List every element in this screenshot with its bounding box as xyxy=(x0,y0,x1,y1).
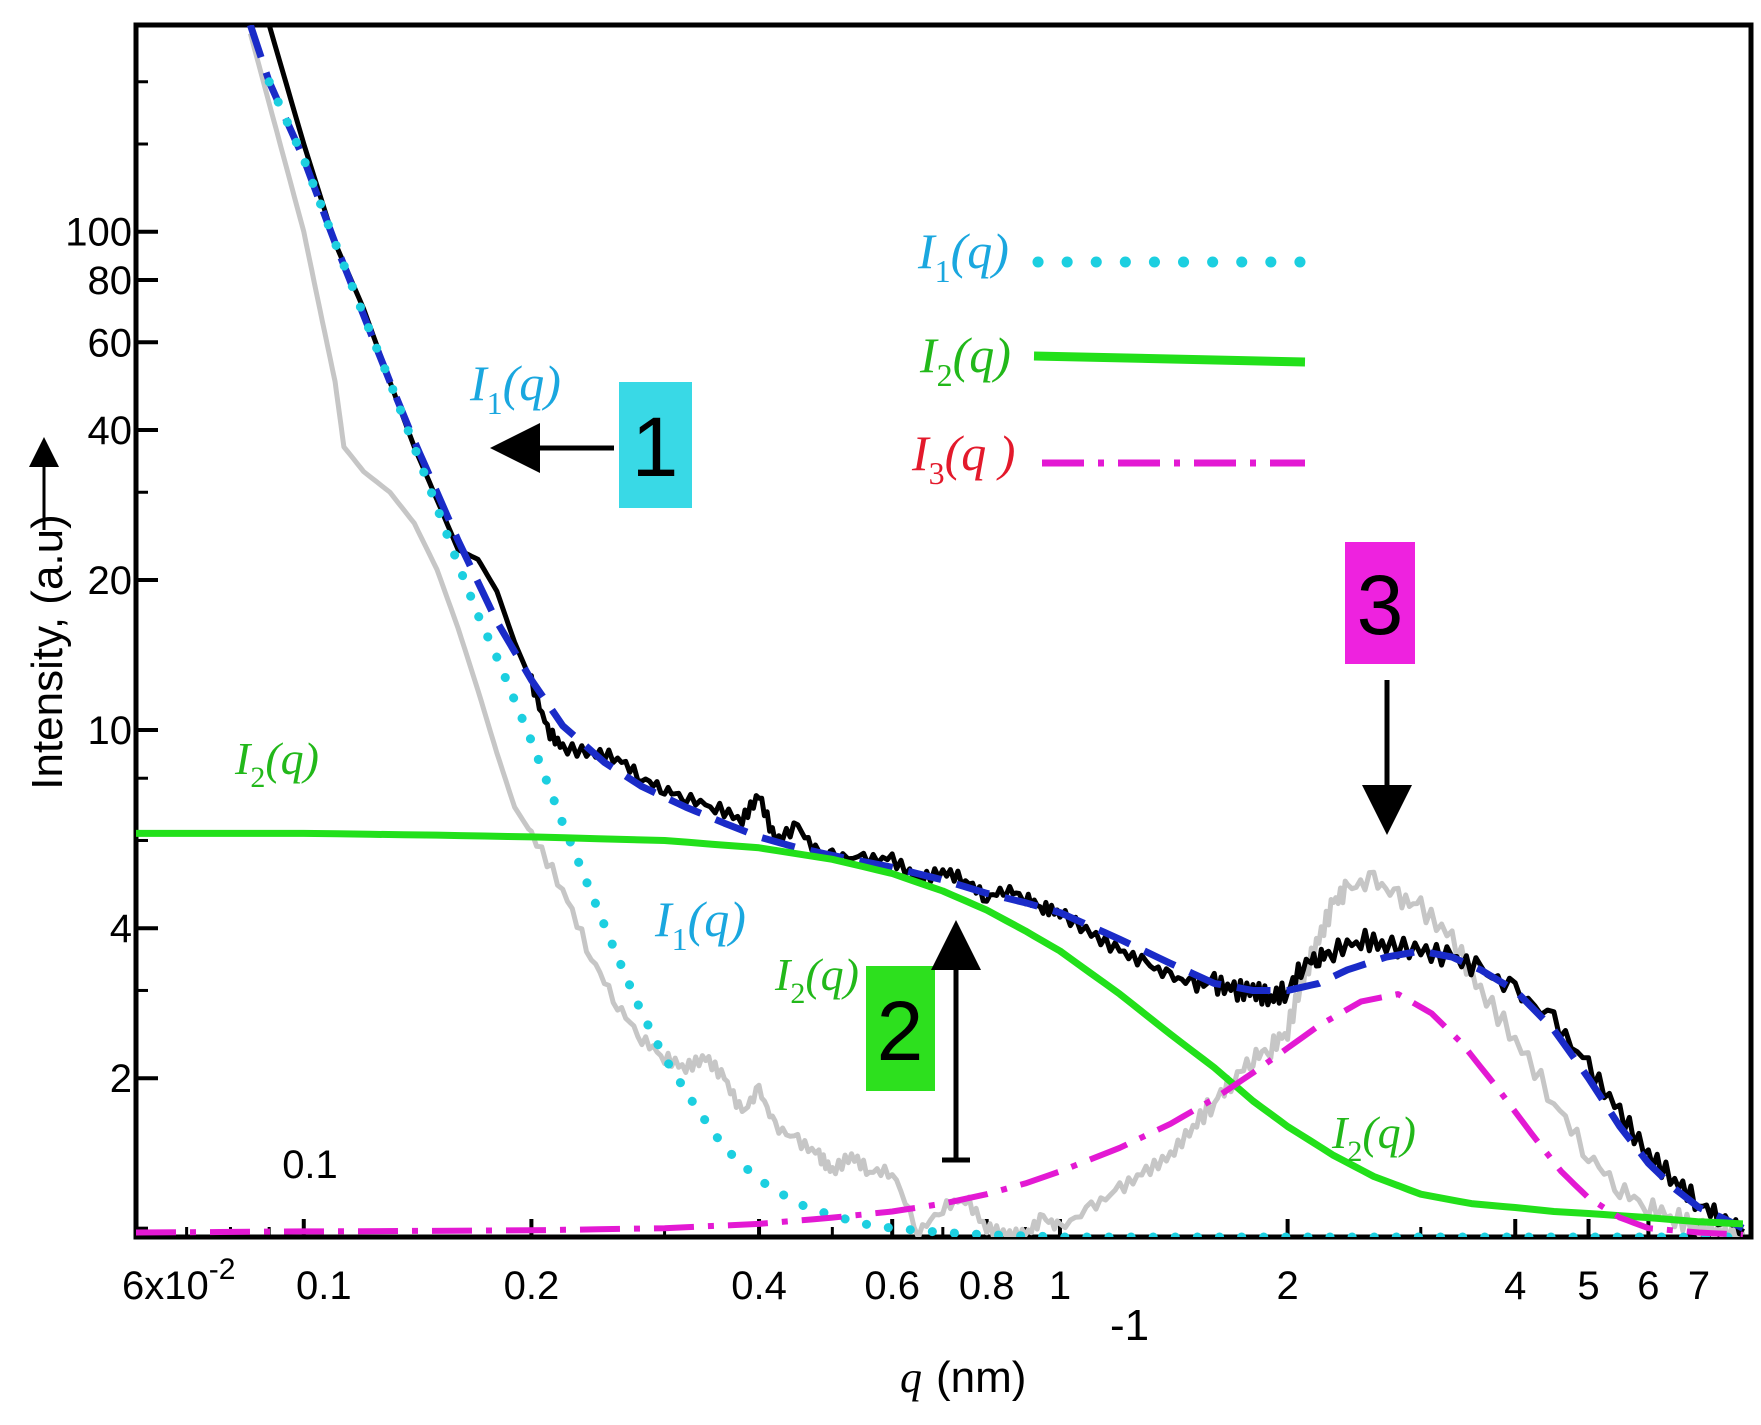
svg-text:I2(q): I2(q) xyxy=(919,327,1011,393)
legend: I1(q) I2(q) I3(q ) xyxy=(911,223,1311,491)
label-i1-top: I1(q) xyxy=(469,355,561,421)
legend-entry-i2: I2(q) xyxy=(919,327,1306,393)
svg-text:I3(q ): I3(q ) xyxy=(911,425,1015,491)
legend-i3-arg: (q ) xyxy=(945,425,1016,481)
annotation-box-1-text: 1 xyxy=(632,400,679,494)
svg-text:I2(q): I2(q) xyxy=(234,733,319,794)
annotation-box-1: 1 xyxy=(619,382,692,508)
annotation-box-3: 3 xyxy=(1345,542,1415,664)
x-tick-label-7: 2 xyxy=(1276,1264,1298,1308)
y-tick-label-0: 100 xyxy=(65,211,132,255)
x-axis-title-exp: -1 xyxy=(1110,1301,1149,1350)
legend-i1-sub: 1 xyxy=(935,253,951,289)
y-tick-label-4: 20 xyxy=(88,559,133,603)
data-series xyxy=(136,25,1748,1237)
x-tick-label-10: 6 xyxy=(1637,1264,1659,1308)
svg-text:I1(q): I1(q) xyxy=(917,223,1009,289)
series-1-line xyxy=(266,25,1746,1237)
extra-label: 0.1 xyxy=(282,1143,338,1187)
x-tick-label-1: 0.1 xyxy=(296,1264,352,1308)
x-tick-label-6: 1 xyxy=(1049,1264,1071,1308)
x-axis-title-unit: (nm) xyxy=(936,1353,1026,1402)
svg-text:I2(q): I2(q) xyxy=(774,949,859,1010)
svg-text:I1(q): I1(q) xyxy=(469,355,561,421)
svg-text:I1(q): I1(q) xyxy=(654,891,746,957)
x-tick-label-0: 6x10-2 xyxy=(122,1253,235,1308)
x-tick-label-3: 0.4 xyxy=(731,1264,787,1308)
x-tick-label-9: 5 xyxy=(1577,1264,1599,1308)
legend-i2-base: I xyxy=(919,327,939,383)
plot-frame xyxy=(133,22,1754,1240)
x-tick-label-2: 0.2 xyxy=(504,1264,560,1308)
annotation-box-2-text: 2 xyxy=(877,984,924,1078)
y-tick-label-1: 80 xyxy=(88,259,133,303)
legend-entry-i1: I1(q) xyxy=(917,223,1311,289)
y-axis-title-text: Intensity, (a.u) xyxy=(23,514,72,790)
series-0-line xyxy=(247,32,1746,1237)
svg-text:I2(q): I2(q) xyxy=(1331,1107,1416,1168)
x-axis-title: q (nm) -1 xyxy=(900,1301,1149,1402)
y-tick-label-3: 40 xyxy=(88,409,133,453)
legend-i3-base: I xyxy=(911,425,931,481)
y-tick-label-2: 60 xyxy=(88,321,133,365)
y-tick-label-6: 4 xyxy=(110,907,132,951)
legend-i2-swatch xyxy=(1033,351,1306,367)
legend-i3-sub: 3 xyxy=(929,455,945,491)
y-tick-label-7: 2 xyxy=(110,1057,132,1101)
series-5-line xyxy=(136,991,1744,1237)
legend-i2-sub: 2 xyxy=(937,357,953,393)
series-4-line xyxy=(136,829,1744,1228)
series-2-line xyxy=(247,25,1745,1232)
x-tick-label-11: 7 xyxy=(1688,1264,1710,1308)
label-i2-mid: I2(q) xyxy=(774,949,859,1010)
annotation-box-3-text: 3 xyxy=(1357,558,1404,652)
legend-entry-i3: I3(q ) xyxy=(911,425,1305,491)
x-tick-label-8: 4 xyxy=(1504,1264,1526,1308)
label-i2-left: I2(q) xyxy=(234,733,319,794)
legend-i1-arg: (q) xyxy=(951,223,1009,279)
annotation-box-2: 2 xyxy=(866,966,935,1091)
y-tick-label-5: 10 xyxy=(88,709,133,753)
x-axis-title-var: q xyxy=(900,1353,922,1402)
x-tick-label-4: 0.6 xyxy=(864,1264,920,1308)
label-i1-mid: I1(q) xyxy=(654,891,746,957)
x-tick-label-5: 0.8 xyxy=(959,1264,1015,1308)
axis-ticks: 6x10-2 0.1 0.2 0.4 0.6 0.8 1 2 4 5 6 71008060402010… xyxy=(65,80,1710,1308)
label-i2-right: I2(q) xyxy=(1331,1107,1416,1168)
y-axis-title: Intensity, (a.u) xyxy=(23,514,72,790)
legend-i1-base: I xyxy=(917,223,937,279)
legend-i2-arg: (q) xyxy=(953,327,1011,383)
